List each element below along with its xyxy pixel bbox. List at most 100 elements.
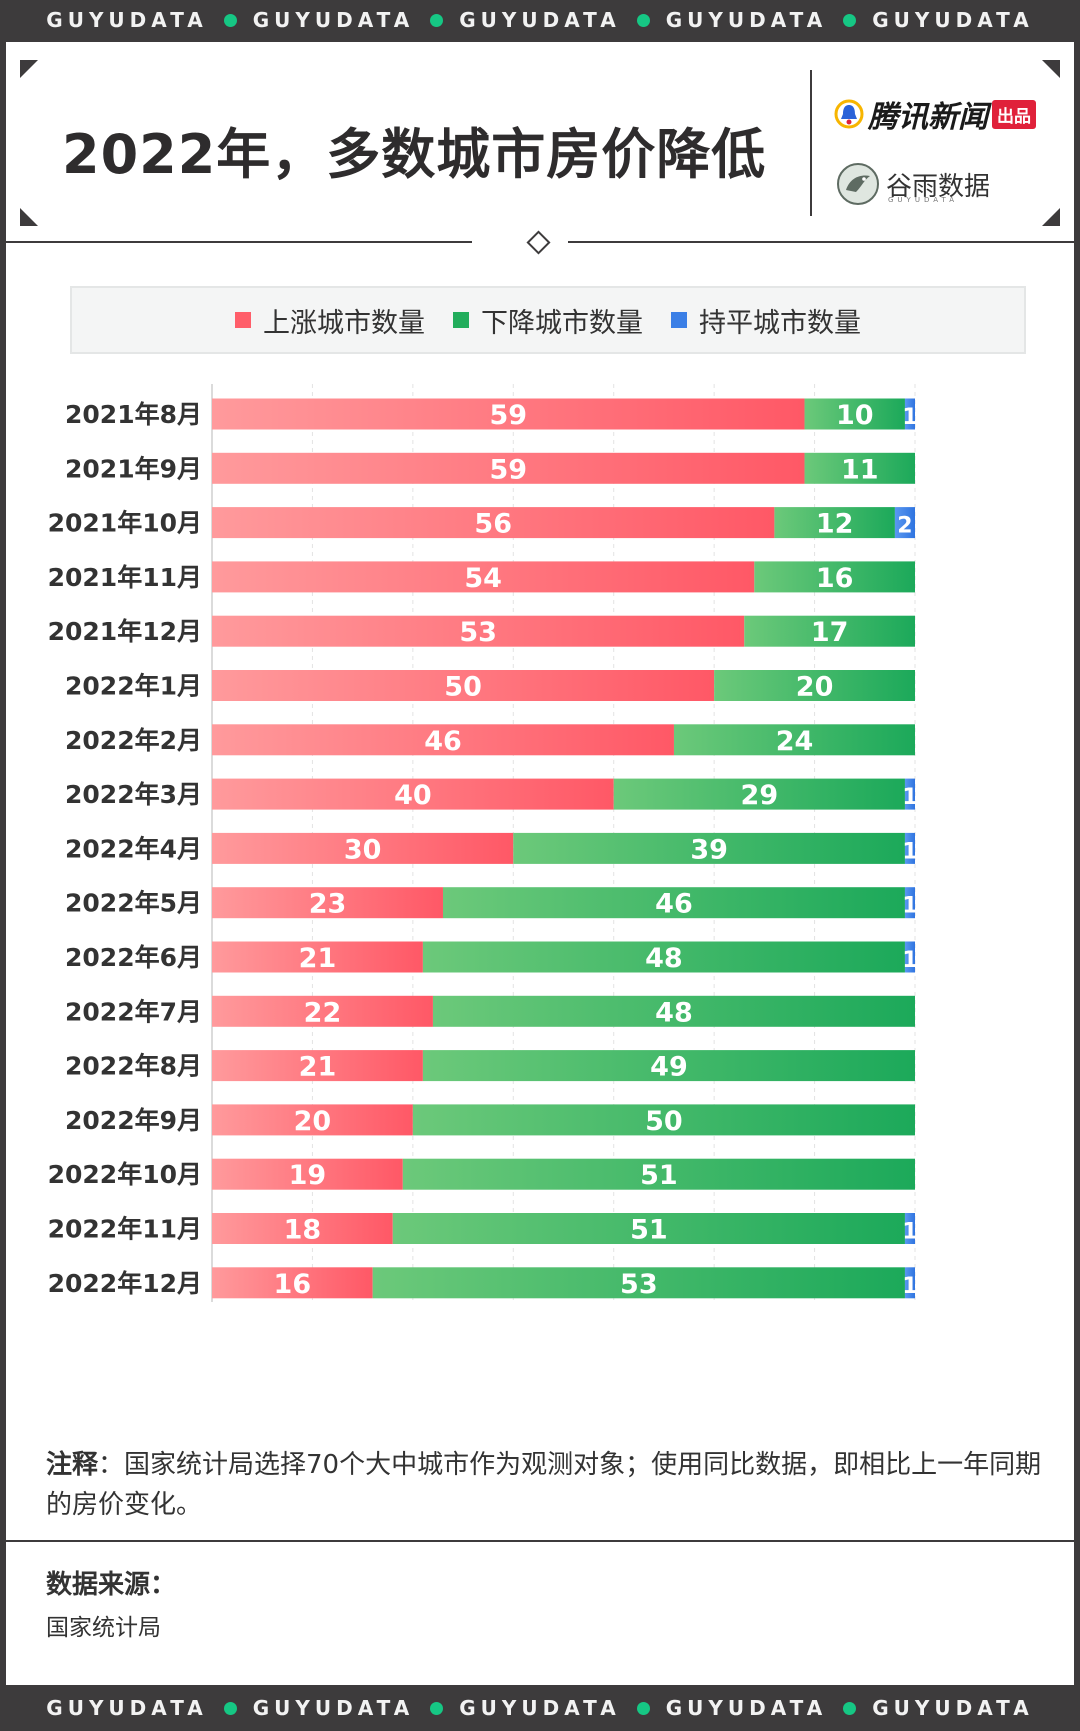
- category-label: 2022年9月: [65, 1106, 202, 1135]
- bar-flat: [904, 398, 915, 430]
- bar-fall: [714, 670, 915, 701]
- bar-rise: [212, 507, 775, 539]
- category-label: 2022年5月: [65, 889, 202, 918]
- bar-fall: [513, 832, 905, 864]
- category-label: 2022年2月: [65, 726, 202, 755]
- guyu-data-logo: 谷雨数据 GUYUDATA: [836, 162, 990, 206]
- value-label-rise: 18: [284, 1215, 322, 1246]
- diamond-ornament: [526, 230, 551, 255]
- banner-dot-icon: [636, 13, 650, 27]
- bar-fall: [754, 561, 915, 593]
- bar-rise: [212, 832, 514, 864]
- bar-rise: [212, 887, 443, 919]
- banner-word: GUYUDATA: [665, 8, 828, 32]
- category-label: 2022年1月: [65, 672, 202, 701]
- bar-rise: [212, 1104, 413, 1136]
- bar-fall: [442, 887, 905, 919]
- value-label-flat: 1: [902, 1220, 917, 1245]
- value-label-rise: 56: [474, 509, 512, 540]
- value-label-flat: 1: [902, 839, 917, 864]
- legend-label-rise: 上涨城市数量: [263, 307, 425, 339]
- category-label: 2021年10月: [48, 509, 202, 538]
- value-label-fall: 53: [620, 1269, 658, 1300]
- banner-word: GUYUDATA: [252, 1696, 415, 1720]
- value-label-fall: 29: [741, 780, 779, 811]
- bar-fall: [613, 778, 905, 810]
- banner-word: GUYUDATA: [46, 8, 208, 32]
- category-label: 2022年3月: [65, 780, 202, 809]
- bar-fall: [392, 1213, 905, 1244]
- legend-item-rise: 上涨城市数量: [235, 301, 425, 340]
- bar-rise: [212, 724, 674, 756]
- value-label-fall: 51: [640, 1160, 678, 1191]
- bar-flat: [904, 1213, 915, 1244]
- value-label-rise: 30: [344, 834, 382, 865]
- legend-item-flat: 持平城市数量: [671, 301, 861, 340]
- value-label-fall: 20: [796, 672, 834, 703]
- value-label-flat: 1: [902, 1274, 917, 1299]
- value-label-rise: 40: [394, 780, 432, 811]
- source-text: 国家统计局: [46, 1615, 161, 1641]
- value-label-rise: 23: [309, 889, 347, 920]
- chart-note: 注释：国家统计局选择70个大中城市作为观测对象；使用同比数据，即相比上一年同期的…: [46, 1445, 1046, 1525]
- banner-dot-icon: [636, 1701, 650, 1715]
- guyu-data-name: 谷雨数据: [886, 171, 991, 202]
- value-label-fall: 10: [836, 400, 874, 431]
- corner-mark: [20, 60, 38, 78]
- banner-dot-icon: [843, 1701, 857, 1715]
- bar-rise: [212, 615, 745, 647]
- bar-rise: [212, 670, 715, 701]
- bar-fall: [744, 615, 915, 647]
- bar-flat: [904, 941, 915, 973]
- chart-title: 2022年，多数城市房价降低: [62, 123, 767, 186]
- banner-word: GUYUDATA: [665, 1696, 828, 1720]
- value-label-fall: 49: [650, 1052, 688, 1083]
- value-label-fall: 51: [630, 1215, 668, 1246]
- source-title: 数据来源：: [46, 1570, 177, 1600]
- bar-fall: [402, 1158, 915, 1190]
- bar-fall: [673, 724, 915, 756]
- tencent-bell-icon: [834, 99, 864, 129]
- category-label: 2021年9月: [65, 454, 202, 483]
- banner-word: GUYUDATA: [872, 1696, 1034, 1720]
- bar-rise: [212, 778, 614, 810]
- bottom-banner: GUYUDATA GUYUDATA GUYUDATA GUYUDATA GUYUDATA: [0, 1685, 1080, 1731]
- bar-fall: [804, 398, 905, 430]
- banner-dot-icon: [843, 13, 857, 27]
- value-label-rise: 46: [424, 726, 462, 757]
- category-label: 2022年10月: [48, 1160, 202, 1189]
- value-label-fall: 46: [655, 889, 693, 920]
- legend-swatch-fall: [453, 312, 469, 328]
- category-label: 2022年4月: [65, 834, 202, 863]
- chart-legend: 上涨城市数量 下降城市数量 持平城市数量: [70, 286, 1026, 354]
- value-label-rise: 16: [274, 1269, 312, 1300]
- value-label-rise: 50: [444, 672, 482, 703]
- value-label-fall: 48: [645, 943, 683, 974]
- bar-fall: [412, 1104, 915, 1136]
- value-label-flat: 1: [902, 948, 917, 973]
- footer-rule: [6, 1540, 1074, 1542]
- value-label-fall: 39: [690, 834, 728, 865]
- bar-fall: [774, 507, 895, 539]
- bar-rise: [212, 1267, 373, 1299]
- bar-flat: [904, 1267, 915, 1299]
- value-label-fall: 11: [841, 454, 879, 485]
- banner-word: GUYUDATA: [459, 1696, 621, 1720]
- tencent-news-name: 腾讯新闻: [868, 100, 988, 135]
- bar-fall: [422, 1050, 915, 1082]
- bar-fall: [422, 941, 905, 973]
- bar-flat: [904, 778, 915, 810]
- note-text: ：国家统计局选择70个大中城市作为观测对象；使用同比数据，即相比上一年同期的房价…: [46, 1450, 1042, 1520]
- bar-flat: [904, 887, 915, 919]
- bar-rise: [212, 398, 805, 430]
- bar-fall: [804, 452, 915, 484]
- value-label-rise: 20: [294, 1106, 332, 1137]
- value-label-fall: 17: [811, 617, 849, 648]
- banner-dot-icon: [223, 1701, 237, 1715]
- bar-fall: [432, 995, 915, 1027]
- value-label-flat: 1: [902, 894, 917, 919]
- tencent-news-logo: 腾讯新闻 出品: [834, 92, 1036, 136]
- top-banner: GUYUDATA GUYUDATA GUYUDATA GUYUDATA GUYUDATA: [0, 0, 1080, 40]
- value-label-fall: 12: [816, 509, 854, 540]
